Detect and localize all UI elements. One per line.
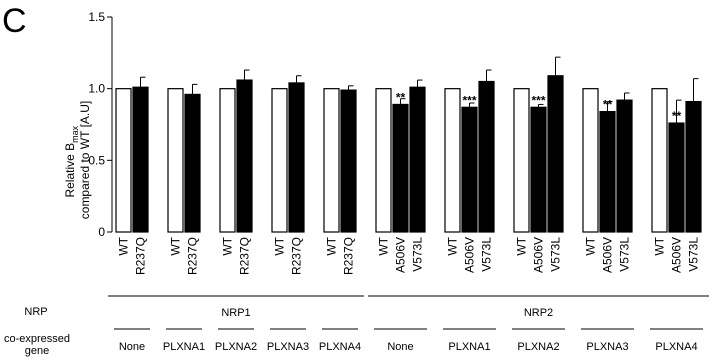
bar (236, 79, 253, 233)
gene-label: None (119, 341, 145, 353)
x-tick-label: R237Q (134, 237, 148, 275)
x-tick-label: R237Q (290, 237, 304, 275)
x-tick-label: R237Q (186, 237, 200, 275)
gene-label: PLXNA2 (517, 341, 559, 353)
gene-row-label-line1: co-expressed (3, 333, 71, 345)
x-tick-label: R237Q (342, 237, 356, 275)
bar (651, 88, 668, 233)
y-tick-label: 0 (98, 225, 105, 239)
bar (530, 106, 547, 233)
gene-label: None (387, 341, 413, 353)
bar (375, 88, 392, 233)
group-rows: None PLXNA1 PLXNA2 PLXNA3 PLXNA4 None PLXNA1 PL… (108, 295, 709, 353)
gene-label: PLXNA3 (267, 341, 309, 353)
gene-row-label-line2: gene (24, 345, 50, 357)
x-tick-label: V573L (411, 237, 425, 272)
x-tick-label: V573L (549, 237, 563, 272)
bar (599, 110, 616, 233)
x-tick-label: A506V (601, 237, 615, 273)
bar (115, 88, 132, 233)
bar (582, 88, 599, 233)
y-axis-label: Relative Bmax compared to WT [A.U] (63, 101, 92, 219)
bars: ** *** *** **** (115, 56, 702, 233)
significance-label: *** (462, 93, 476, 107)
x-tick-label: WT (221, 236, 235, 255)
x-tick-label: A506V (532, 237, 546, 273)
bar (167, 88, 184, 233)
bar (340, 89, 357, 233)
x-tick-label: WT (584, 236, 598, 255)
bar (547, 75, 564, 233)
bar (271, 88, 288, 233)
x-tick-label: WT (325, 236, 339, 255)
y-tick-label: 1.0 (88, 82, 105, 96)
gene-label: PLXNA2 (215, 341, 257, 353)
gene-label: PLXNA4 (655, 341, 697, 353)
bar (184, 93, 201, 233)
bar (513, 88, 530, 233)
x-tick-label: A506V (670, 237, 684, 273)
gene-label: PLXNA4 (319, 341, 361, 353)
gene-row-label: co-expressed gene (2, 333, 72, 357)
bar (668, 122, 685, 233)
x-tick-label: WT (446, 236, 460, 255)
x-tick-label: WT (515, 236, 529, 255)
nrp-label: NRP2 (524, 307, 553, 319)
x-tick-label: WT (273, 236, 287, 255)
bar (444, 88, 461, 233)
nrp-row-label: NRP (24, 306, 48, 318)
x-tick-label: V573L (618, 237, 632, 272)
y-axis-label-subscript: max (70, 125, 80, 143)
bar (219, 88, 236, 233)
bar (132, 86, 149, 233)
significance-label: ** (603, 98, 613, 112)
bar (323, 88, 340, 233)
gene-label: PLXNA1 (163, 341, 205, 353)
significance-label: *** (531, 93, 545, 107)
bar (288, 82, 305, 233)
significance-label: ** (396, 90, 406, 104)
x-tick-label: A506V (463, 237, 477, 273)
y-axis-label-line2: compared to WT [A.U] (78, 101, 92, 219)
x-tick-label: V573L (687, 237, 701, 272)
x-tick-label: WT (169, 236, 183, 255)
bar (461, 106, 478, 233)
x-tick-label: WT (117, 236, 131, 255)
bar (616, 99, 633, 233)
y-axis: 0 0.5 1.0 1.5 (88, 10, 113, 239)
bar (409, 86, 426, 233)
x-tick-label: V573L (480, 237, 494, 272)
bar (685, 100, 702, 233)
y-tick-label: 0.5 (88, 153, 105, 167)
panel-label: C (2, 2, 27, 40)
x-tick-labels: WT R237Q WT R237Q WT R237Q WT R237Q WT R237Q WT A50… (117, 236, 701, 275)
y-tick-label: 1.5 (88, 10, 105, 24)
gene-label: PLXNA1 (448, 341, 490, 353)
nrp-label: NRP1 (221, 307, 250, 319)
x-tick-label: WT (377, 236, 391, 255)
gene-label: PLXNA3 (586, 341, 628, 353)
x-tick-label: WT (653, 236, 667, 255)
x-tick-label: R237Q (238, 237, 252, 275)
x-tick-label: A506V (394, 237, 408, 273)
bar (478, 80, 495, 233)
y-axis-label-line1: Relative B (63, 143, 77, 198)
significance-label: ** (672, 109, 682, 123)
bar (392, 103, 409, 233)
